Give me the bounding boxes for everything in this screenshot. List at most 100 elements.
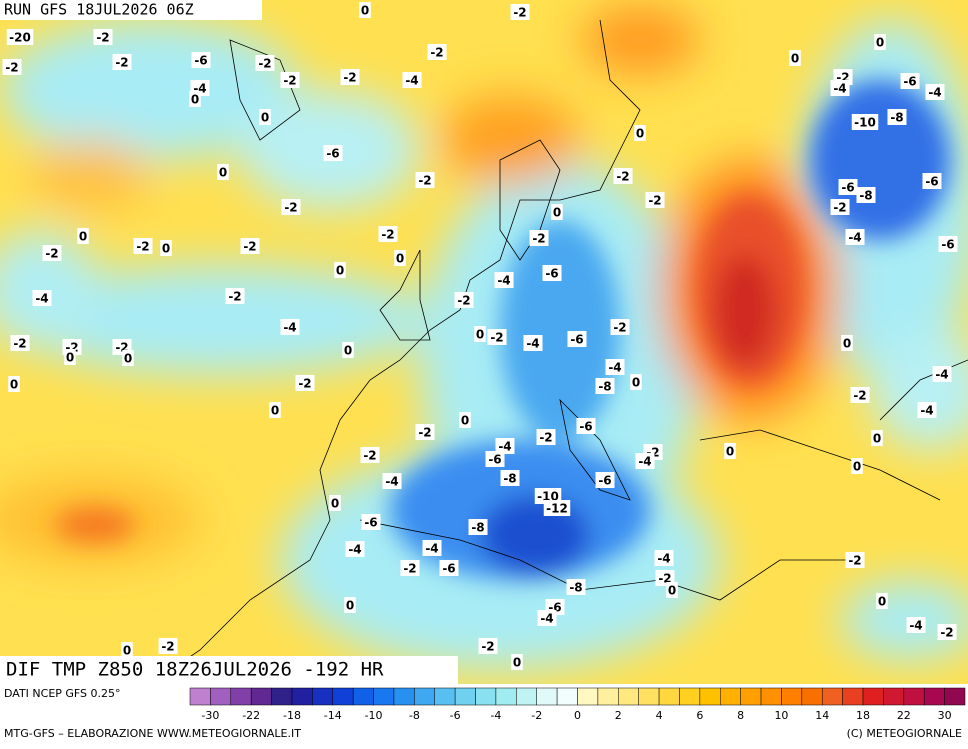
contour-label: -6 (941, 238, 954, 252)
contour-label: -2 (228, 290, 241, 304)
contour-label-box (259, 109, 271, 125)
contour-label-box (378, 226, 398, 242)
contour-label-box (595, 378, 615, 394)
contour-label: -4 (920, 404, 933, 418)
contour-label-box (478, 638, 498, 654)
contour-label: -2 (430, 46, 443, 60)
colorbar-swatch (821, 687, 843, 706)
contour-label: 0 (124, 352, 132, 366)
contour-label-box (77, 228, 89, 244)
contour-label-box (8, 376, 20, 392)
contour-label: -6 (841, 181, 854, 195)
colorbar-tick-label: -10 (365, 709, 383, 722)
contour-label: 0 (843, 337, 851, 351)
colorbar-swatch (944, 687, 966, 706)
contour-label-box (269, 402, 281, 418)
colorbar-swatch (516, 687, 537, 706)
contour-label-box (830, 80, 850, 96)
contour-label: -4 (833, 82, 846, 96)
contour-label-box (487, 329, 507, 345)
contour-label-box (191, 52, 211, 68)
contour-label: 0 (726, 445, 734, 459)
contour-label-box (917, 402, 937, 418)
contour-label: 0 (219, 166, 227, 180)
contour-label: -4 (909, 619, 922, 633)
contour-label-box (2, 59, 22, 75)
contour-label-box (938, 236, 958, 252)
contour-label: -6 (579, 420, 592, 434)
colorbar-swatch (638, 687, 660, 706)
colorbar-tick-label: -22 (242, 709, 260, 722)
contour-label: -6 (194, 54, 207, 68)
contour-label: 0 (346, 599, 354, 613)
contour-label-box (394, 250, 406, 266)
colorbar-swatch (210, 687, 232, 706)
contour-label: -4 (425, 542, 438, 556)
contour-label-box (415, 172, 435, 188)
contour-label: -8 (598, 380, 611, 394)
colorbar-swatch (883, 687, 905, 706)
contour-label-box (634, 125, 646, 141)
contour-label-box (724, 443, 736, 459)
colorbar-swatch (699, 687, 721, 706)
contour-label: -2 (418, 174, 431, 188)
colorbar-swatch (495, 687, 517, 706)
contour-label-box (359, 2, 371, 18)
colorbar-swatch (291, 687, 313, 706)
contour-label: -2 (258, 57, 271, 71)
contour-label-box (566, 579, 586, 595)
contour-label: -2 (481, 640, 494, 654)
contour-label: 0 (873, 432, 881, 446)
contour-label-box (217, 164, 229, 180)
colorbar-swatch (332, 687, 354, 706)
contour-label-box (922, 173, 942, 189)
contour-label: -2 (490, 331, 503, 345)
colorbar-tick-label: -8 (409, 709, 420, 722)
contour-label-box (344, 597, 356, 613)
contour-label: -2 (532, 232, 545, 246)
contour-label: -4 (928, 86, 941, 100)
run-label: RUN GFS 18JUL2026 06Z (4, 1, 194, 19)
contour-label: -6 (442, 562, 455, 576)
contour-label: -4 (348, 543, 361, 557)
contour-label: -2 (833, 201, 846, 215)
contour-label: -6 (570, 333, 583, 347)
colorbar-tick-label: -4 (490, 709, 501, 722)
contour-label-box (595, 472, 615, 488)
contour-label-box (536, 429, 556, 445)
contour-label: 0 (513, 656, 521, 670)
contour-label: 0 (636, 127, 644, 141)
contour-label-box (511, 654, 523, 670)
contour-label: -2 (243, 240, 256, 254)
contour-label: -2 (513, 6, 526, 20)
contour-label-box (529, 230, 549, 246)
contour-label-box (567, 331, 587, 347)
contour-label: -2 (848, 554, 861, 568)
colorbar-swatch (393, 687, 415, 706)
colorbar-tick-label: -6 (450, 709, 461, 722)
contour-label-box (613, 168, 633, 184)
colorbar-swatch (373, 687, 395, 706)
contour-label: -4 (526, 337, 539, 351)
contour-label: 0 (344, 344, 352, 358)
contour-label: 0 (79, 230, 87, 244)
contour-label-box (932, 366, 952, 382)
contour-label: -2 (539, 431, 552, 445)
contour-label-box (841, 335, 853, 351)
map-field: -20 -2-2 -2 -6-40-2-2 -2 -40-2-200-6-2-20-2 0-… (0, 0, 968, 684)
contour-label-box (160, 240, 172, 256)
contour-label-box (645, 192, 665, 208)
contour-label: -4 (283, 321, 296, 335)
contour-label: -8 (890, 111, 903, 125)
data-source: DATI NCEP GFS 0.25° (4, 687, 121, 700)
contour-label-box (400, 560, 420, 576)
colorbar: -30 -22 -18 -14 -10 -8 -6 -4 -2 0 2 4 6 8 10 14 18 22 30 (189, 687, 966, 722)
colorbar-swatch (312, 687, 334, 706)
contour-label: -4 (657, 552, 670, 566)
colorbar-swatch (189, 687, 211, 706)
contour-label-box (871, 430, 883, 446)
contour-label: -6 (364, 516, 377, 530)
contour-label-box (654, 550, 674, 566)
contour-label-box (856, 187, 876, 203)
